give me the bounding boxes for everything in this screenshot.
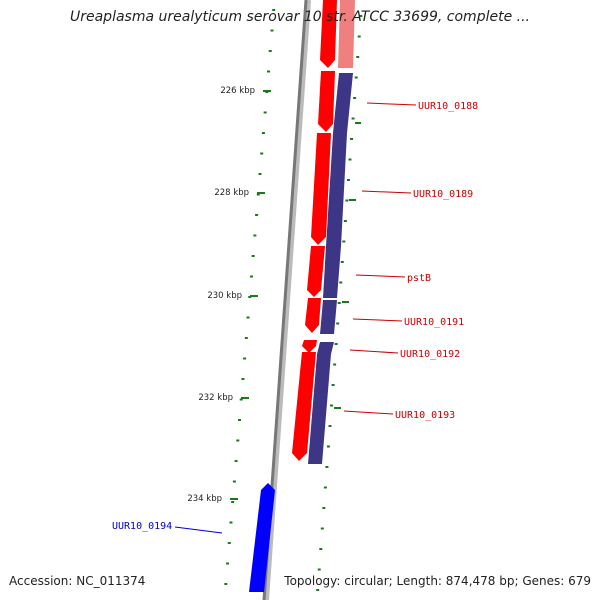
ruler-tick-234: 234 kbp	[187, 494, 238, 504]
gene-label-uur10-0188[interactable]: UUR10_0188	[418, 101, 478, 112]
ruler-label-234: 234 kbp	[187, 494, 222, 504]
minor-ticks-right	[316, 15, 363, 591]
ruler-label-228: 228 kbp	[214, 188, 249, 198]
gene-arrow-0189	[311, 133, 331, 245]
gene-arrows	[249, 0, 337, 592]
ruler-label-230: 230 kbp	[207, 291, 242, 301]
map-title: Ureaplasma urealyticum serovar 10 str. A…	[69, 9, 530, 25]
minor-ticks-left	[224, 9, 276, 585]
ruler-label-226: 226 kbp	[220, 86, 255, 96]
cds-block-pstb	[323, 246, 341, 298]
feature-marks-right	[334, 122, 361, 409]
cds-block-0188	[333, 73, 353, 133]
gene-label-uur10-0191[interactable]: UUR10_0191	[404, 317, 464, 328]
gene-arrow-pstb	[307, 246, 325, 297]
ruler-label-232: 232 kbp	[198, 393, 233, 403]
gene-arrow-0192	[302, 340, 317, 353]
gene-arrow-0193	[292, 352, 316, 461]
topology-text: Topology: circular; Length: 874,478 bp; …	[284, 574, 591, 588]
cds-track	[308, 0, 355, 464]
ruler-tick-226: 226 kbp	[220, 86, 271, 96]
gene-arrow-0188	[318, 71, 335, 132]
gene-label-uur10-0193[interactable]: UUR10_0193	[395, 410, 455, 421]
cds-block-top	[338, 0, 355, 68]
gene-arrow-0194	[249, 483, 275, 592]
gene-arrow-top	[320, 0, 337, 68]
accession-text: Accession: NC_011374	[9, 574, 146, 588]
gene-label-uur10-0192[interactable]: UUR10_0192	[400, 349, 460, 360]
cds-block-0189	[326, 133, 347, 246]
ruler-tick-228: 228 kbp	[214, 188, 265, 198]
cds-block-0192	[317, 342, 334, 354]
gene-arrow-0191	[305, 298, 321, 333]
ruler-tick-230: 230 kbp	[207, 291, 258, 301]
cds-block-0191	[320, 300, 337, 334]
gene-label-pstb[interactable]: pstB	[407, 273, 431, 284]
gene-label-uur10-0194[interactable]: UUR10_0194	[112, 521, 172, 532]
label-connectors	[174, 102, 417, 534]
ruler-tick-232: 232 kbp	[198, 393, 249, 403]
gene-label-uur10-0189[interactable]: UUR10_0189	[413, 189, 473, 200]
cds-block-0193	[308, 354, 331, 464]
